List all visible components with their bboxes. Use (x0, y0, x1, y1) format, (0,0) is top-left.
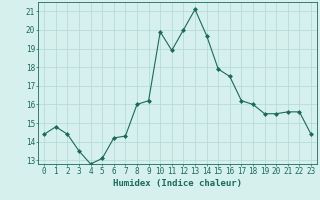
X-axis label: Humidex (Indice chaleur): Humidex (Indice chaleur) (113, 179, 242, 188)
